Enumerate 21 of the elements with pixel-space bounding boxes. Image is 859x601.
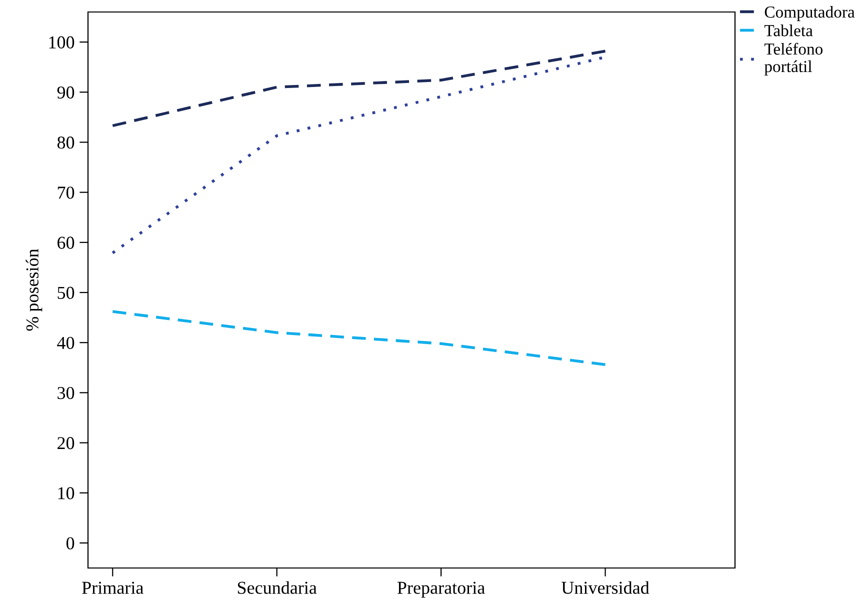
x-tick-label: Secundaria (238, 581, 317, 594)
y-tick-label: 50 (58, 286, 74, 299)
x-tick-label: Preparatoria (397, 582, 485, 598)
y-tick-label: 100 (49, 36, 74, 48)
legend-label: Tableta (764, 24, 813, 36)
x-tick-label: Universidad (562, 581, 650, 594)
y-tick-label: 80 (57, 136, 74, 149)
y-tick-label: 40 (57, 336, 74, 350)
y-tick-label: 60 (58, 236, 74, 249)
y-tick-label: 0 (66, 537, 74, 550)
y-tick-label: 20 (58, 437, 74, 450)
y-axis-title: % posesión (26, 248, 42, 331)
legend-label: Teléfono portátil (764, 42, 823, 76)
y-tick-label: 70 (58, 186, 74, 199)
line-series (111, 310, 607, 366)
x-tick-label: Primaria (82, 582, 144, 594)
legend-label: Computadora (764, 6, 855, 22)
y-tick-label: 30 (58, 386, 74, 400)
y-tick-label: 90 (57, 86, 74, 99)
line-series (111, 50, 607, 128)
y-tick-label: 10 (58, 487, 74, 500)
